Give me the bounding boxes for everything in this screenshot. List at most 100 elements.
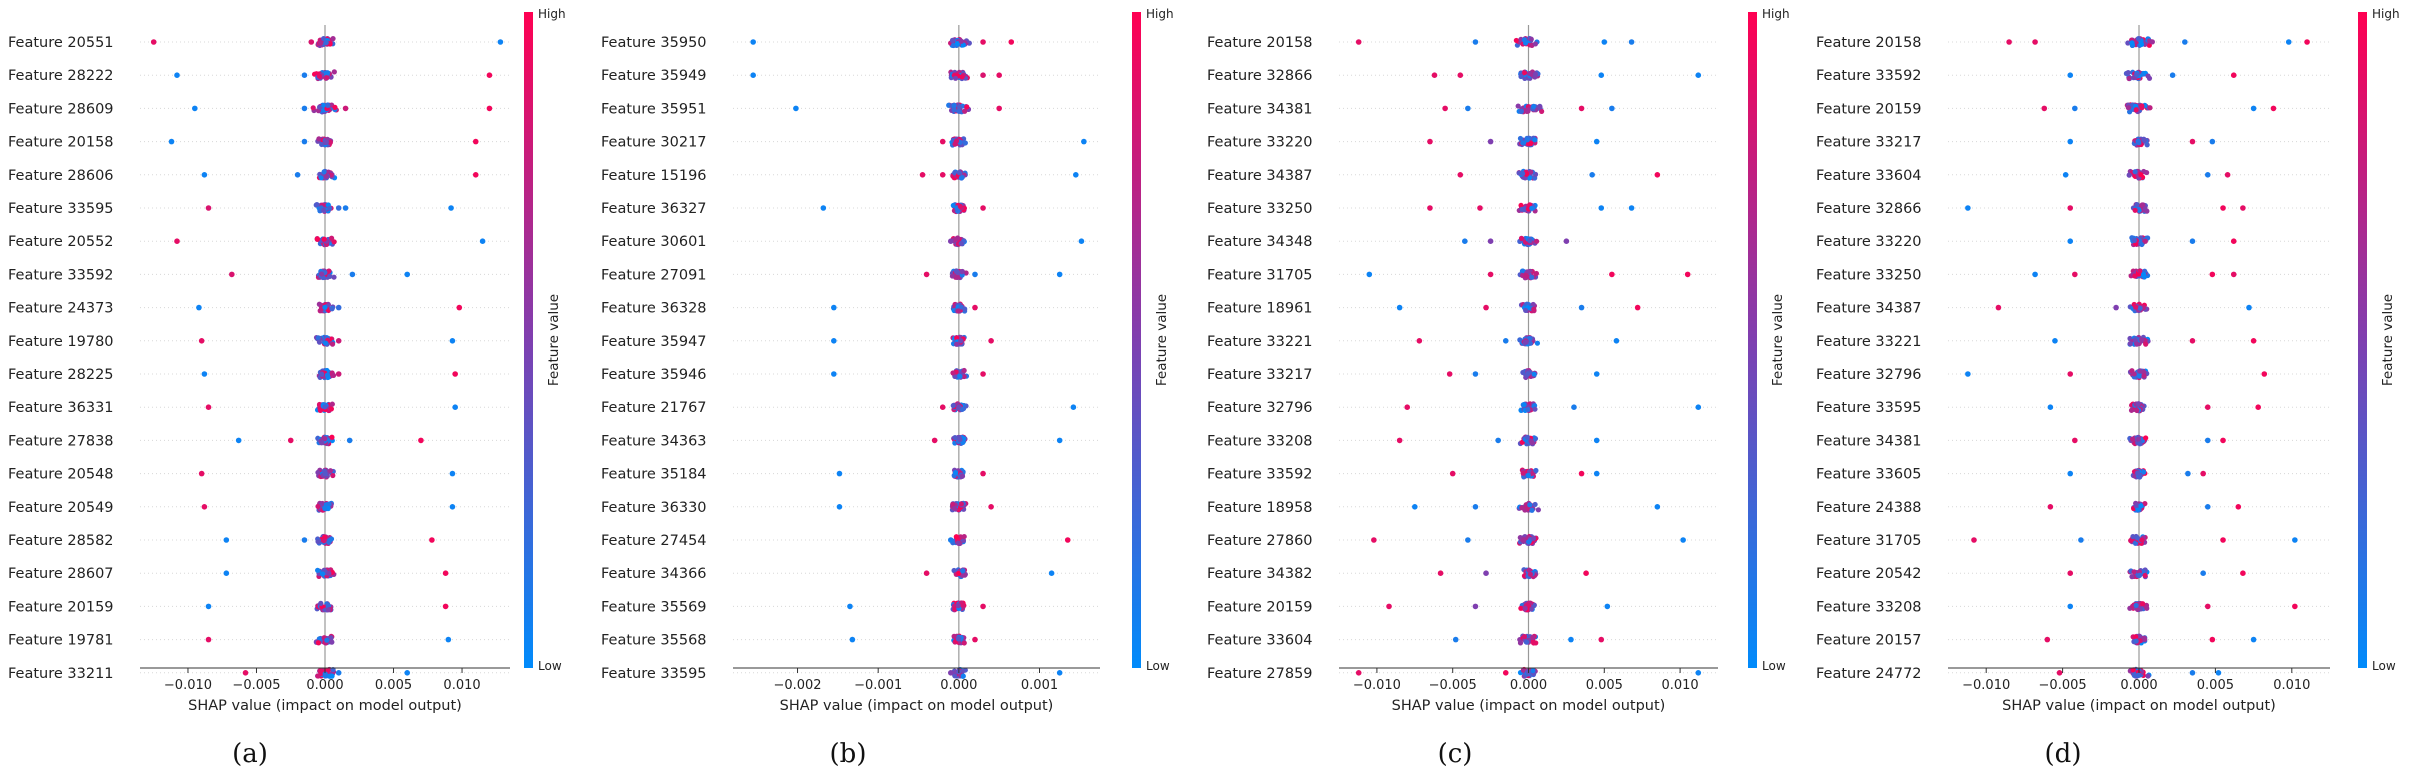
feature-label: Feature 18958	[1207, 500, 1313, 516]
shap-point	[1355, 39, 1362, 45]
shap-point	[196, 304, 202, 311]
shap-point	[319, 571, 326, 577]
shap-point	[198, 338, 205, 344]
feature-label: Feature 32866	[1207, 68, 1313, 84]
shap-point	[2270, 105, 2277, 112]
x-tick-label: 0.005	[1586, 678, 1623, 693]
shap-point	[1437, 570, 1444, 576]
shap-point	[750, 39, 756, 45]
shap-point	[1355, 670, 1362, 676]
shap-point	[2134, 535, 2140, 541]
shap-point	[229, 271, 235, 278]
shap-point	[322, 671, 328, 677]
feature-label: Feature 33208	[1816, 599, 1922, 615]
shap-point	[2220, 437, 2226, 444]
shap-point	[750, 72, 756, 78]
shap-point	[2240, 570, 2246, 576]
shap-point	[831, 304, 837, 311]
shap-point	[947, 670, 954, 676]
shap-point	[954, 335, 960, 341]
shap-point	[1529, 274, 1535, 280]
x-tick-label: −0.005	[1429, 678, 1477, 693]
shap-point	[1535, 507, 1541, 513]
shap-point	[2067, 138, 2074, 145]
x-tick-label: −0.010	[1353, 678, 1401, 693]
feature-label: Feature 34348	[1207, 234, 1313, 250]
shap-point	[2134, 341, 2140, 347]
feature-label: Feature 33250	[1816, 267, 1922, 283]
shap-point	[831, 371, 837, 377]
shap-point	[449, 338, 456, 344]
shap-point	[2141, 137, 2148, 143]
shap-point	[2131, 237, 2137, 243]
shap-point	[1472, 603, 1479, 610]
shap-point	[1446, 371, 1453, 377]
shap-point	[2067, 72, 2074, 78]
shap-point	[962, 140, 968, 146]
shap-point	[1533, 270, 1540, 277]
shap-point	[1483, 304, 1489, 311]
shap-point	[1568, 636, 1574, 643]
shap-point	[964, 104, 970, 110]
shap-point	[923, 570, 930, 576]
feature-label: Feature 35949	[601, 68, 707, 84]
shap-point	[1680, 537, 1686, 543]
shap-point	[201, 172, 208, 178]
shap-point	[1526, 175, 1533, 181]
x-tick-label: 0.010	[2273, 678, 2310, 693]
shap-point	[820, 205, 827, 211]
shap-point	[223, 537, 230, 543]
shap-point	[956, 404, 962, 410]
shap-point	[2204, 172, 2211, 178]
shap-point	[2147, 105, 2153, 111]
shap-point	[315, 538, 321, 545]
shap-point	[449, 504, 456, 510]
shap-point	[2067, 371, 2074, 377]
shap-point	[1634, 304, 1641, 311]
shap-point	[1521, 37, 1528, 43]
shap-point	[988, 504, 994, 510]
feature-label: Feature 24772	[1816, 666, 1922, 682]
shap-point	[988, 338, 994, 344]
shap-point	[1070, 404, 1077, 411]
shap-point	[1521, 402, 1527, 408]
shap-point	[1457, 72, 1464, 78]
feature-label: Feature 31705	[1207, 267, 1313, 283]
shap-point	[472, 138, 479, 145]
shap-point	[429, 537, 435, 543]
shap-point	[1078, 238, 1085, 244]
shap-point	[952, 141, 958, 147]
feature-label: Feature 27860	[1207, 533, 1313, 549]
shap-point	[2131, 569, 2137, 575]
shap-point	[1064, 537, 1071, 543]
shap-point	[2131, 371, 2137, 377]
colorbar-low-label: Low	[1146, 659, 1170, 673]
shap-point	[449, 470, 456, 477]
shap-point	[486, 105, 493, 112]
feature-label: Feature 35950	[601, 35, 707, 51]
shap-point	[2056, 670, 2063, 676]
shap-point	[960, 568, 966, 574]
colorbar	[524, 12, 533, 668]
shap-point	[349, 271, 356, 278]
feature-label: Feature 35947	[601, 334, 707, 350]
shap-point	[957, 436, 963, 443]
feature-label: Feature 34382	[1207, 566, 1313, 582]
shap-point	[2134, 407, 2140, 414]
shap-point	[1427, 205, 1433, 211]
shap-point	[1526, 539, 1532, 545]
shap-point	[324, 637, 330, 643]
shap-point	[2138, 503, 2144, 509]
shap-point	[342, 105, 349, 112]
shap-point	[318, 271, 325, 277]
shap-point	[2143, 435, 2149, 441]
feature-label: Feature 20157	[1816, 633, 1922, 649]
shap-point	[310, 105, 316, 111]
shap-point	[330, 35, 336, 42]
shap-point	[2129, 436, 2136, 442]
shap-point	[1502, 670, 1509, 676]
shap-point	[316, 339, 323, 345]
shap-point	[445, 636, 452, 643]
shap-point	[174, 72, 180, 78]
